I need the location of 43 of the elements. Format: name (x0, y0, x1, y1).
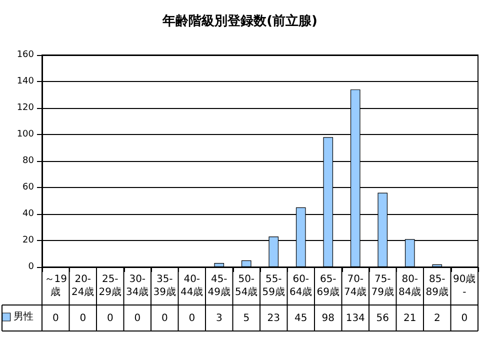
data-label: 23 (267, 313, 280, 324)
data-label: 0 (80, 313, 86, 324)
x-tick-label: 45-49歳 (208, 274, 230, 298)
x-tick-label: 65-69歳 (316, 274, 340, 298)
y-tick-label: 100 (16, 130, 34, 140)
data-label: 45 (294, 313, 308, 324)
x-tick-label: 35-39歳 (153, 274, 176, 298)
x-tick-label: ～19歳 (44, 274, 67, 298)
x-tick-label: 55-59歳 (262, 274, 285, 298)
x-tick-label: 40-44歳 (180, 274, 204, 298)
data-label: 0 (52, 313, 59, 324)
data-label: 0 (161, 313, 168, 324)
y-tick-label: 60 (22, 182, 34, 192)
x-tick-label: 20-24歳 (72, 274, 94, 298)
data-label: 0 (188, 313, 196, 324)
chart-title: 年齢階級別登録数(前立腺) (162, 13, 318, 29)
data-label: 3 (216, 313, 222, 324)
data-label: 0 (134, 313, 141, 324)
data-label: 5 (243, 313, 250, 324)
x-tick-label: 70-74歳 (344, 274, 367, 298)
data-label: 56 (376, 313, 389, 324)
y-tick-label: 40 (22, 209, 34, 219)
y-tick-label: 140 (16, 76, 34, 86)
x-tick-label: 25-29歳 (98, 274, 122, 298)
data-label: 98 (322, 313, 334, 324)
y-tick-label: 20 (22, 236, 34, 246)
data-label: 2 (434, 313, 440, 324)
x-tick-label: 85-89歳 (426, 274, 448, 298)
x-tick-label: 50-54歳 (235, 274, 258, 298)
x-tick-label: 90歳- (453, 273, 476, 298)
y-tick-label: 80 (22, 156, 34, 166)
x-tick-label: 30-34歳 (126, 274, 149, 298)
y-tick-label: 120 (16, 103, 34, 113)
data-label: 134 (346, 313, 365, 324)
legend-label: 男性 (13, 310, 34, 322)
y-tick-label: 160 (16, 50, 34, 60)
data-label: 21 (404, 313, 416, 324)
y-tick-label: 0 (28, 262, 34, 272)
x-tick-label: 75-79歳 (371, 274, 394, 298)
x-tick-label: 60-64歳 (290, 274, 312, 298)
x-tick-label: 80-84歳 (398, 274, 422, 298)
data-label: 0 (461, 313, 468, 324)
data-label: 0 (106, 313, 114, 324)
